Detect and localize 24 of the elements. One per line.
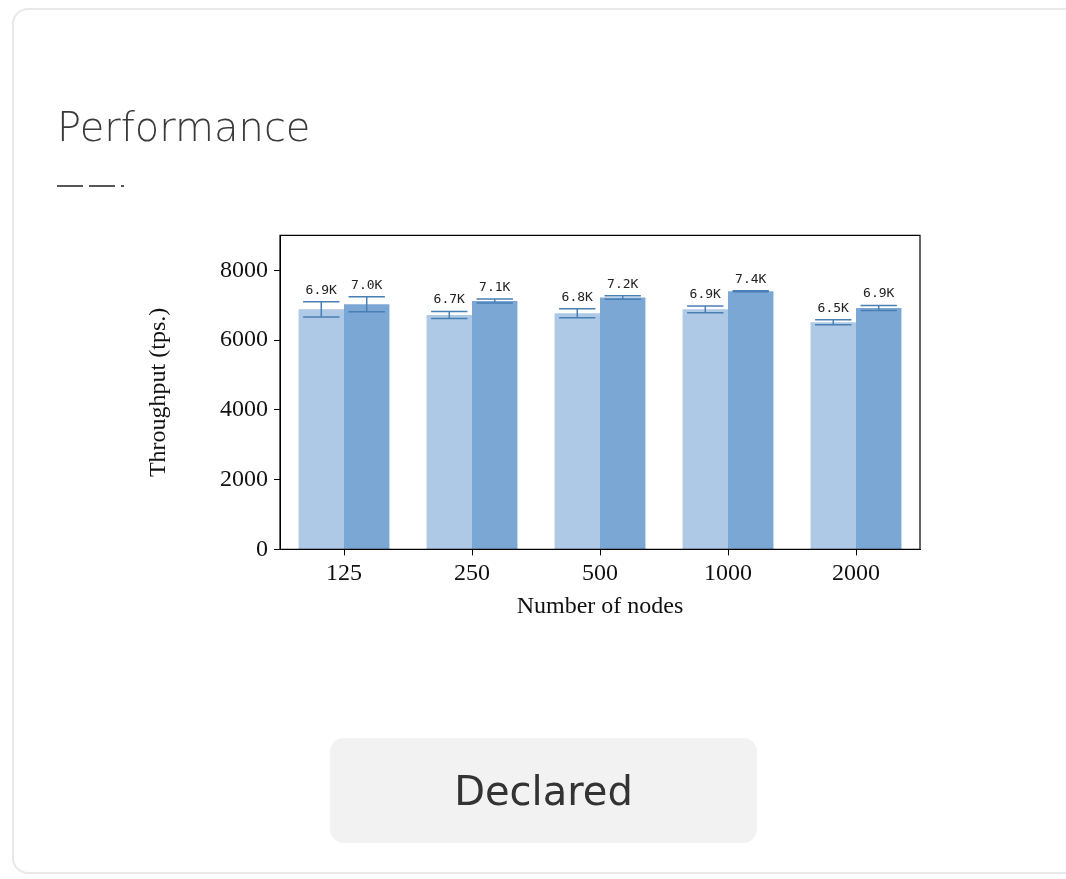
data-label: 7.0K xyxy=(351,276,383,292)
x-tick-label: 500 xyxy=(582,559,618,586)
chart-title: Performance xyxy=(57,104,311,150)
x-tick-label: 250 xyxy=(454,559,490,586)
y-tick-label: 2000 xyxy=(220,464,268,491)
x-tick-label: 2000 xyxy=(832,559,880,586)
x-tick-label: 125 xyxy=(326,559,362,586)
data-label: 6.7K xyxy=(433,291,466,307)
y-axis-title: Throughput (tps.) xyxy=(143,307,170,478)
data-label: 6.9K xyxy=(305,281,338,297)
data-label: 7.4K xyxy=(735,270,767,286)
text: Declared xyxy=(330,738,757,843)
data-label: 6.9K xyxy=(689,285,722,301)
y-tick-label: 6000 xyxy=(220,325,268,352)
data-label: 6.8K xyxy=(561,288,594,304)
x-axis-title: Number of nodes xyxy=(516,591,684,618)
data-label: 6.5K xyxy=(817,299,850,315)
data-label: 7.1K xyxy=(479,278,511,294)
y-tick-label: 4000 xyxy=(220,395,268,422)
data-label: 7.2K xyxy=(607,275,639,291)
y-tick-label: 8000 xyxy=(220,255,268,282)
x-tick-label: 1000 xyxy=(704,559,752,586)
data-label: 6.9K xyxy=(863,285,895,301)
y-tick-label: 0 xyxy=(256,534,268,561)
